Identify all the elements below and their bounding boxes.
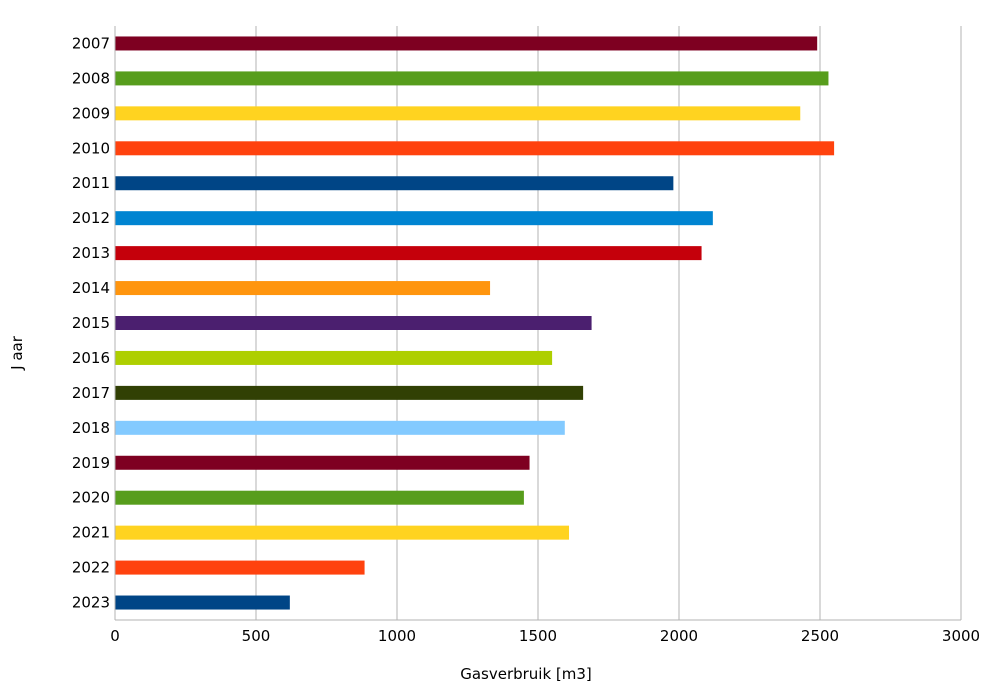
y-tick-label: 2018 (72, 419, 110, 437)
y-tick-label: 2009 (72, 104, 110, 122)
y-tick-label: 2022 (72, 559, 110, 577)
bar-2011 (115, 176, 674, 191)
bar-2010 (115, 141, 835, 156)
axes (114, 26, 961, 621)
y-tick-label: 2019 (72, 454, 110, 472)
x-tick-label: 2000 (660, 627, 698, 645)
bar-2020 (115, 490, 524, 505)
y-tick-label: 2013 (72, 244, 110, 262)
bar-2019 (115, 455, 530, 470)
bar-2021 (115, 525, 570, 540)
bar-2007 (115, 36, 818, 51)
bar-2018 (115, 420, 565, 435)
y-tick-label: 2012 (72, 209, 110, 227)
bar-2023 (115, 595, 290, 610)
y-tick-labels: 2007 2008 2009 2010 2011 2012 2013 2014 2015 2016… (72, 34, 110, 611)
y-tick-label: 2011 (72, 174, 110, 192)
x-tick-labels: 0 500 1000 1500 2000 2500 3000 (110, 627, 980, 645)
y-tick-label: 2017 (72, 384, 110, 402)
y-tick-label: 2023 (72, 594, 110, 612)
y-tick-label: 2015 (72, 314, 110, 332)
x-tick-label: 2500 (801, 627, 839, 645)
bar-2014 (115, 281, 491, 296)
y-tick-label: 2021 (72, 524, 110, 542)
y-tick-label: 2010 (72, 139, 110, 157)
y-tick-label: 2020 (72, 489, 110, 507)
bar-2009 (115, 106, 801, 121)
y-tick-label: 2007 (72, 34, 110, 52)
bar-2022 (115, 560, 365, 575)
y-tick-label: 2014 (72, 279, 110, 297)
bar-2015 (115, 316, 592, 330)
bars (115, 36, 835, 610)
x-tick-label: 1500 (519, 627, 557, 645)
bar-2012 (115, 211, 713, 226)
bar-2017 (115, 385, 584, 400)
bar-2013 (115, 246, 702, 261)
y-axis-title: J aar (8, 335, 26, 371)
x-tick-label: 500 (242, 627, 271, 645)
x-tick-label: 0 (110, 627, 120, 645)
x-axis-title: Gasverbruik [m3] (460, 665, 592, 683)
bar-2016 (115, 350, 553, 365)
y-tick-label: 2008 (72, 69, 110, 87)
bar-2008 (115, 71, 829, 86)
x-tick-label: 1000 (378, 627, 416, 645)
x-tick-label: 3000 (942, 627, 980, 645)
y-tick-label: 2016 (72, 349, 110, 367)
